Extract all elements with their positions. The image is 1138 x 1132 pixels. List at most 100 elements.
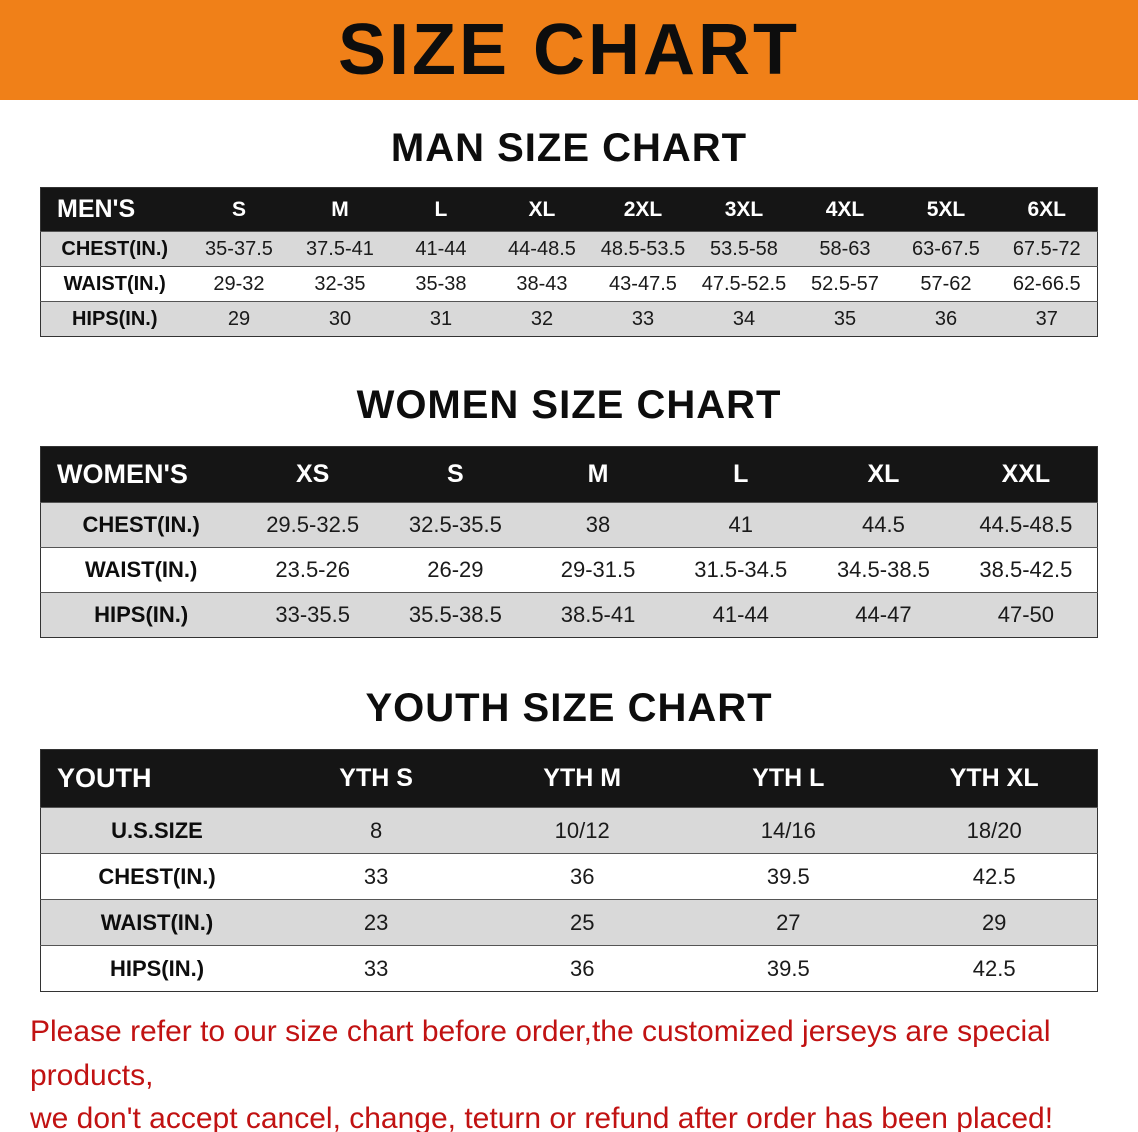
size-value-cell: 35-37.5 — [188, 231, 290, 267]
row-label: HIPS(IN.) — [40, 945, 274, 992]
size-value-cell: 63-67.5 — [895, 231, 997, 267]
size-value-cell: 47.5-52.5 — [693, 266, 795, 302]
size-column-header: YTH S — [273, 749, 480, 808]
size-value-cell: 44-48.5 — [491, 231, 593, 267]
size-value-cell: 31.5-34.5 — [669, 547, 813, 593]
size-value-cell: 10/12 — [479, 807, 686, 854]
table-corner-label: MEN'S — [40, 187, 189, 232]
size-value-cell: 48.5-53.5 — [592, 231, 694, 267]
size-value-cell: 42.5 — [891, 945, 1098, 992]
size-value-cell: 44-47 — [812, 592, 955, 638]
size-value-cell: 36 — [895, 301, 997, 337]
size-value-cell: 29-32 — [188, 266, 290, 302]
size-column-header: S — [188, 187, 290, 232]
table-corner-label: WOMEN'S — [40, 446, 242, 503]
size-value-cell: 67.5-72 — [996, 231, 1098, 267]
size-value-cell: 43-47.5 — [592, 266, 694, 302]
size-value-cell: 26-29 — [384, 547, 527, 593]
table-header-row: MEN'S S M L XL 2XL 3XL 4XL 5XL 6XL — [40, 187, 1098, 232]
footer-notice: Please refer to our size chart before or… — [30, 1010, 1108, 1132]
size-column-header: XL — [491, 187, 593, 232]
size-value-cell: 36 — [479, 945, 686, 992]
row-label: WAIST(IN.) — [40, 899, 274, 946]
men-size-chart-section: MAN SIZE CHART MEN'S S M L XL 2XL 3XL 4XL 5XL 6XL… — [0, 126, 1138, 337]
youth-size-table: YOUTH YTH S YTH M YTH L YTH XL U.S.SIZE 8 10/12… — [40, 749, 1098, 992]
size-value-cell: 33 — [273, 945, 480, 992]
size-value-cell: 34 — [693, 301, 795, 337]
size-value-cell: 35-38 — [390, 266, 492, 302]
women-size-table: WOMEN'S XS S M L XL XXL CHEST(IN.) 29.5-32.5 32.5… — [40, 446, 1098, 638]
size-value-cell: 18/20 — [891, 807, 1098, 854]
women-section-heading: WOMEN SIZE CHART — [356, 383, 782, 427]
table-row: WAIST(IN.) 29-32 32-35 35-38 38-43 43-47.5 47.… — [40, 266, 1098, 302]
size-column-header: XL — [812, 446, 955, 503]
size-value-cell: 62-66.5 — [996, 266, 1098, 302]
size-value-cell: 53.5-58 — [693, 231, 795, 267]
youth-section-heading: YOUTH SIZE CHART — [365, 686, 773, 730]
size-column-header: 6XL — [996, 187, 1098, 232]
size-value-cell: 29 — [891, 899, 1098, 946]
size-column-header: YTH XL — [891, 749, 1098, 808]
size-value-cell: 41-44 — [669, 592, 813, 638]
size-value-cell: 57-62 — [895, 266, 997, 302]
size-column-header: YTH M — [479, 749, 686, 808]
size-column-header: 5XL — [895, 187, 997, 232]
table-row: HIPS(IN.) 29 30 31 32 33 34 35 36 37 — [40, 301, 1098, 337]
table-row: CHEST(IN.) 35-37.5 37.5-41 41-44 44-48.5 48.5… — [40, 231, 1098, 267]
size-value-cell: 37.5-41 — [289, 231, 391, 267]
table-row: HIPS(IN.) 33 36 39.5 42.5 — [40, 945, 1098, 992]
table-corner-label: YOUTH — [40, 749, 274, 808]
table-header-row: YOUTH YTH S YTH M YTH L YTH XL — [40, 749, 1098, 808]
size-value-cell: 14/16 — [685, 807, 892, 854]
row-label: CHEST(IN.) — [40, 502, 242, 548]
table-row: WAIST(IN.) 23.5-26 26-29 29-31.5 31.5-34.5 34… — [40, 547, 1098, 593]
size-value-cell: 38.5-41 — [526, 592, 670, 638]
size-value-cell: 35.5-38.5 — [384, 592, 527, 638]
size-value-cell: 36 — [479, 853, 686, 900]
size-value-cell: 33 — [592, 301, 694, 337]
size-value-cell: 23.5-26 — [241, 547, 385, 593]
size-column-header: 2XL — [592, 187, 694, 232]
size-value-cell: 44.5 — [812, 502, 955, 548]
size-value-cell: 32 — [491, 301, 593, 337]
size-value-cell: 37 — [996, 301, 1098, 337]
size-value-cell: 58-63 — [794, 231, 896, 267]
table-row: U.S.SIZE 8 10/12 14/16 18/20 — [40, 807, 1098, 854]
size-value-cell: 35 — [794, 301, 896, 337]
table-row: CHEST(IN.) 29.5-32.5 32.5-35.5 38 41 44.5 44.5… — [40, 502, 1098, 548]
size-value-cell: 38-43 — [491, 266, 593, 302]
table-row: WAIST(IN.) 23 25 27 29 — [40, 899, 1098, 946]
size-column-header: YTH L — [685, 749, 892, 808]
size-column-header: L — [669, 446, 813, 503]
row-label: CHEST(IN.) — [40, 853, 274, 900]
size-value-cell: 29.5-32.5 — [241, 502, 385, 548]
size-value-cell: 41 — [669, 502, 813, 548]
size-value-cell: 30 — [289, 301, 391, 337]
size-value-cell: 27 — [685, 899, 892, 946]
row-label: WAIST(IN.) — [40, 547, 242, 593]
size-value-cell: 39.5 — [685, 853, 892, 900]
size-value-cell: 29 — [188, 301, 290, 337]
size-column-header: 4XL — [794, 187, 896, 232]
row-label: HIPS(IN.) — [40, 592, 242, 638]
size-value-cell: 52.5-57 — [794, 266, 896, 302]
table-row: HIPS(IN.) 33-35.5 35.5-38.5 38.5-41 41-44 44-… — [40, 592, 1098, 638]
size-column-header: M — [526, 446, 670, 503]
youth-size-chart-section: YOUTH SIZE CHART YOUTH YTH S YTH M YTH L YTH… — [0, 686, 1138, 992]
size-value-cell: 42.5 — [891, 853, 1098, 900]
men-section-heading: MAN SIZE CHART — [390, 126, 748, 170]
size-value-cell: 34.5-38.5 — [812, 547, 955, 593]
size-column-header: L — [390, 187, 492, 232]
size-column-header: XXL — [954, 446, 1098, 503]
size-column-header: XS — [241, 446, 385, 503]
notice-line-2: we don't accept cancel, change, teturn o… — [30, 1102, 1054, 1132]
size-value-cell: 41-44 — [390, 231, 492, 267]
size-value-cell: 8 — [273, 807, 480, 854]
size-column-header: M — [289, 187, 391, 232]
size-value-cell: 32-35 — [289, 266, 391, 302]
size-column-header: S — [384, 446, 527, 503]
size-value-cell: 47-50 — [954, 592, 1098, 638]
size-value-cell: 31 — [390, 301, 492, 337]
size-value-cell: 29-31.5 — [526, 547, 670, 593]
